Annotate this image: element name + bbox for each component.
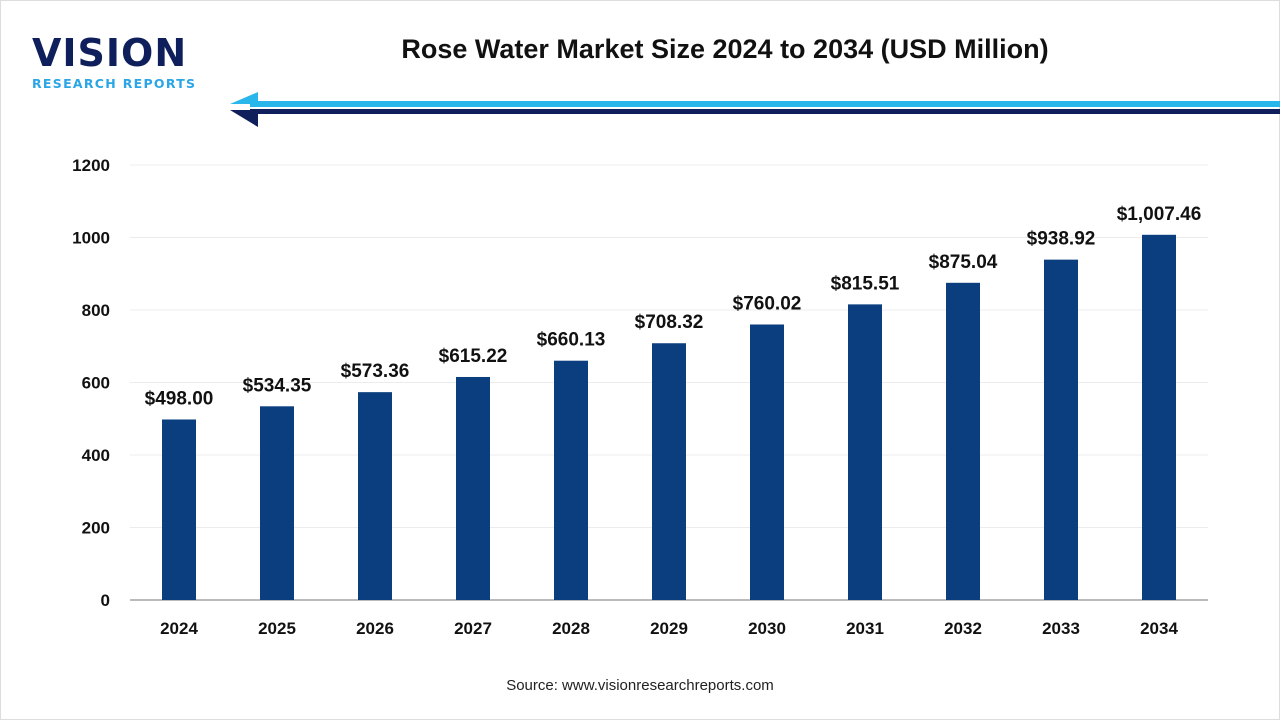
logo-sub-text: RESEARCH REPORTS	[32, 76, 197, 91]
bar-2027	[456, 376, 490, 600]
data-label: $708.32	[635, 312, 704, 333]
bar-2029	[652, 343, 686, 600]
data-label: $573.36	[341, 361, 410, 382]
data-label: $875.04	[929, 252, 998, 273]
y-tick-label: 800	[82, 301, 110, 320]
data-label: $498.00	[145, 388, 214, 409]
y-tick-label: 400	[82, 446, 110, 465]
logo-main-text: VISION	[32, 31, 188, 75]
x-tick-label: 2026	[356, 619, 394, 638]
x-tick-label: 2032	[944, 619, 982, 638]
x-tick-label: 2024	[160, 619, 198, 638]
y-tick-label: 600	[82, 374, 110, 393]
data-label: $615.22	[439, 346, 508, 367]
data-label: $938.92	[1027, 229, 1096, 250]
bar-2033	[1044, 259, 1078, 600]
x-tick-label: 2028	[552, 619, 590, 638]
bar-2025	[260, 406, 294, 600]
arrow-icon	[230, 92, 1280, 127]
data-label: $760.02	[733, 293, 802, 314]
bar-2032	[946, 282, 980, 600]
data-label: $1,007.46	[1117, 204, 1202, 225]
y-tick-label: 0	[101, 591, 110, 610]
bar-2024	[162, 419, 196, 600]
bar-2030	[750, 324, 784, 600]
x-tick-label: 2025	[258, 619, 296, 638]
y-tick-label: 1000	[72, 229, 110, 248]
y-tick-label: 1200	[72, 156, 110, 175]
x-tick-label: 2031	[846, 619, 884, 638]
logo: VISION RESEARCH REPORTS	[32, 34, 196, 91]
x-tick-label: 2033	[1042, 619, 1080, 638]
data-label: $534.35	[243, 375, 312, 396]
x-tick-label: 2027	[454, 619, 492, 638]
bar-2026	[358, 392, 392, 600]
x-tick-label: 2034	[1140, 619, 1178, 638]
x-tick-label: 2029	[650, 619, 688, 638]
bar-2031	[848, 304, 882, 600]
bar-2028	[554, 360, 588, 600]
bar-2034	[1142, 234, 1176, 600]
data-label: $815.51	[831, 273, 900, 294]
x-tick-label: 2030	[748, 619, 786, 638]
data-label: $660.13	[537, 330, 606, 351]
chart-title: Rose Water Market Size 2024 to 2034 (USD…	[401, 34, 1049, 64]
source-note: Source: www.visionresearchreports.com	[506, 677, 774, 694]
y-tick-label: 200	[82, 519, 110, 538]
